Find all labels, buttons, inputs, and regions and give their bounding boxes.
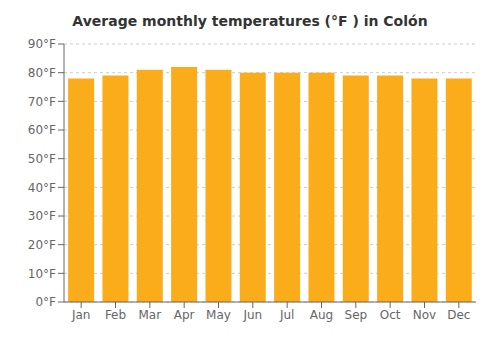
svg-text:70°F: 70°F — [28, 95, 56, 109]
svg-text:Jun: Jun — [242, 308, 262, 322]
svg-text:20°F: 20°F — [28, 238, 56, 252]
svg-text:Apr: Apr — [174, 308, 195, 322]
svg-text:Oct: Oct — [380, 308, 401, 322]
svg-text:Aug: Aug — [310, 308, 333, 322]
svg-text:Jul: Jul — [279, 308, 294, 322]
svg-text:Dec: Dec — [447, 308, 470, 322]
svg-text:May: May — [206, 308, 231, 322]
svg-text:Nov: Nov — [413, 308, 436, 322]
svg-text:80°F: 80°F — [28, 66, 56, 80]
svg-text:Jan: Jan — [71, 308, 91, 322]
svg-text:40°F: 40°F — [28, 181, 56, 195]
svg-text:60°F: 60°F — [28, 123, 56, 137]
svg-text:50°F: 50°F — [28, 152, 56, 166]
svg-text:90°F: 90°F — [28, 37, 56, 51]
svg-text:30°F: 30°F — [28, 209, 56, 223]
html-text:Average monthly temperatures (: Average monthly temperatures (°F ) in Co… — [72, 13, 428, 29]
svg-text:0°F: 0°F — [35, 295, 56, 309]
svg-text:10°F: 10°F — [28, 267, 56, 281]
svg-text:Sep: Sep — [345, 308, 368, 322]
svg-text:Feb: Feb — [105, 308, 126, 322]
svg-text:Mar: Mar — [139, 308, 162, 322]
